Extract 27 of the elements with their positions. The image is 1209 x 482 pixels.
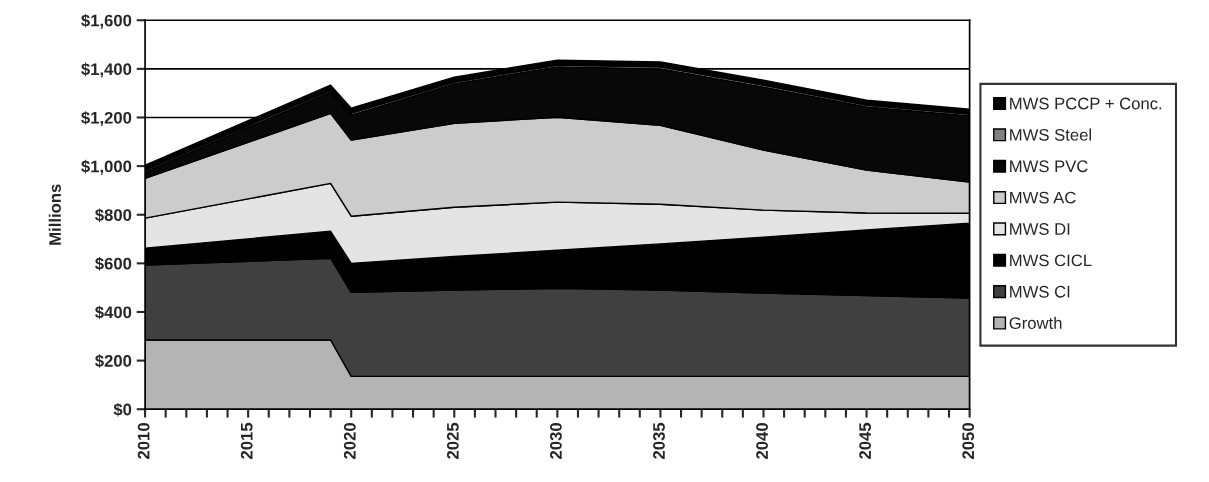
y-tick-label: $1,200 [81,111,132,127]
y-tick-label: $1,000 [81,159,132,175]
y-tick-label: $400 [95,305,132,320]
legend-label: MWS CICL [1010,254,1092,267]
y-tick-label: $1,400 [81,62,132,78]
x-tick-label: 2025 [446,422,459,459]
x-tick-label: 2050 [962,423,975,459]
x-tick-label: 2040 [756,423,768,459]
x-tick-label: 2010 [137,423,150,459]
y-tick-label: $1,600 [81,13,132,29]
y-tick-label: $200 [95,354,132,368]
legend-label: MWS PVC [1010,160,1088,173]
x-tick-label: 2015 [240,422,253,459]
legend-label: MWS CI [1010,285,1070,298]
x-tick-label: 2020 [343,423,356,459]
legend-label: Growth [1009,316,1062,329]
x-tick-label: 2045 [859,422,872,459]
x-tick-label: 2035 [653,422,665,459]
legend-label: MWS DI [1010,223,1070,235]
y-tick-label: $0 [113,402,132,417]
legend-label: MWS PCCP + Conc. [1010,97,1162,110]
legend-label: MWS AC [1010,191,1076,204]
y-tick-label: $600 [95,257,132,271]
y-axis-title: Millions [48,184,61,245]
x-tick-label: 2030 [550,423,562,459]
legend-label: MWS Steel [1010,128,1091,141]
y-tick-label: $800 [95,208,132,223]
